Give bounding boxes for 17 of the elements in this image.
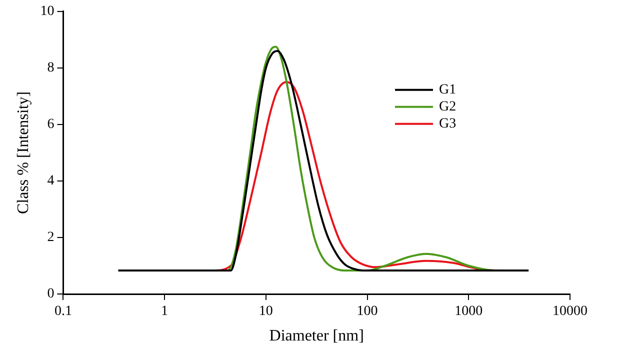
y-tick-label: 2: [47, 230, 54, 246]
legend-label: G3: [439, 116, 456, 132]
x-tick-label: 100: [356, 304, 378, 320]
x-axis-title: Diameter [nm]: [269, 328, 364, 345]
x-tick-label: 1000: [454, 304, 483, 320]
y-tick-label: 10: [40, 4, 54, 20]
x-tick-label: 0.1: [54, 304, 72, 320]
y-tick-label: 4: [47, 174, 54, 189]
y-tick-label: 6: [47, 117, 54, 132]
y-tick-label: 8: [47, 60, 54, 76]
legend-label: G2: [439, 100, 456, 115]
x-tick-label: 10000: [552, 304, 588, 320]
legend-label: G1: [439, 82, 456, 98]
y-axis-title: Class % [Intensity]: [14, 91, 32, 214]
x-tick-label: 1: [161, 304, 168, 320]
y-tick-label: 0: [47, 286, 54, 302]
x-tick-label: 10: [258, 304, 273, 320]
